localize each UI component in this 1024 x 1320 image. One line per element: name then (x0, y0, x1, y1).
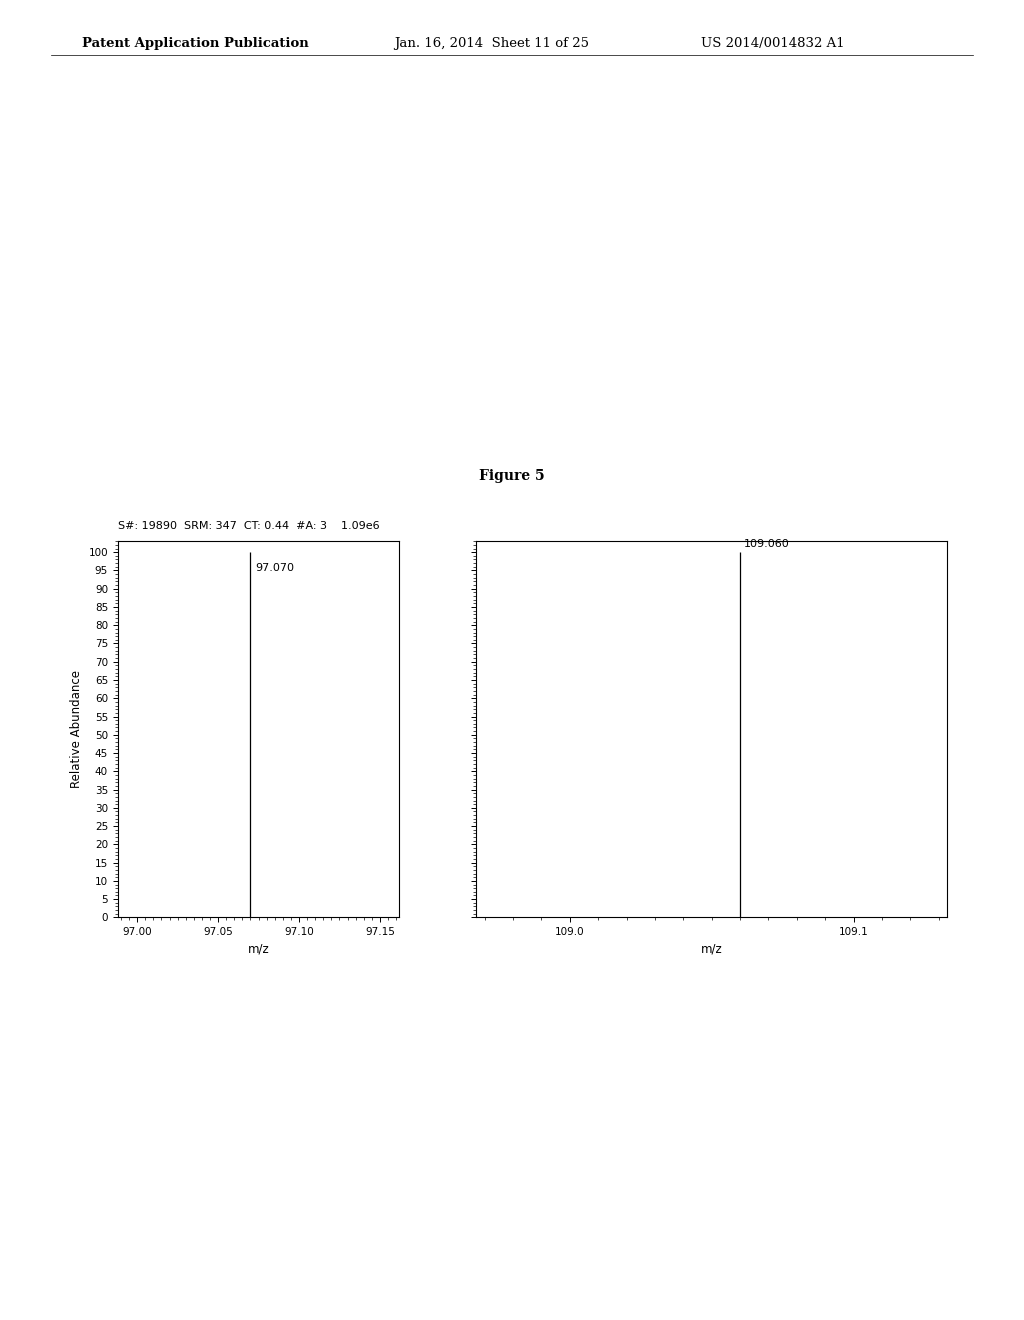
X-axis label: m/z: m/z (248, 942, 269, 956)
Text: 97.070: 97.070 (255, 564, 294, 573)
Text: S#: 19890  SRM: 347  CT: 0.44  #A: 3    1.09e6: S#: 19890 SRM: 347 CT: 0.44 #A: 3 1.09e6 (118, 521, 379, 532)
Text: Figure 5: Figure 5 (479, 469, 545, 483)
Text: 109.060: 109.060 (744, 539, 791, 549)
Text: Patent Application Publication: Patent Application Publication (82, 37, 308, 50)
Text: US 2014/0014832 A1: US 2014/0014832 A1 (701, 37, 845, 50)
Text: Jan. 16, 2014  Sheet 11 of 25: Jan. 16, 2014 Sheet 11 of 25 (394, 37, 589, 50)
X-axis label: m/z: m/z (700, 942, 723, 956)
Y-axis label: Relative Abundance: Relative Abundance (70, 671, 83, 788)
